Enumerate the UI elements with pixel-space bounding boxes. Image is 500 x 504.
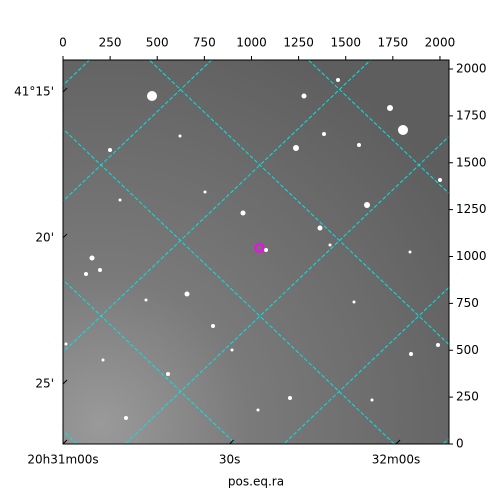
right-tick-label: 2000 (456, 62, 487, 76)
top-tick-label: 1750 (378, 36, 409, 50)
top-tick-label: 500 (146, 36, 169, 50)
right-tick-label: 250 (456, 390, 479, 404)
ra-tick (229, 439, 234, 445)
dec-tick (62, 379, 68, 385)
image-background (63, 60, 449, 444)
right-tick-label: 500 (456, 343, 479, 357)
dec-tick-label: 25' (35, 377, 54, 391)
x-axis-label: pos.eq.ra (228, 475, 284, 489)
stars (64, 78, 442, 420)
top-tick-label: 1000 (236, 36, 267, 50)
dec-tick (62, 233, 68, 239)
right-tick-label: 750 (456, 296, 479, 310)
right-tick-label: 1000 (456, 249, 487, 263)
top-tick-label: 250 (99, 36, 122, 50)
plot-frame (62, 59, 450, 445)
right-tick-label: 0 (456, 437, 464, 451)
top-tick-label: 2000 (425, 36, 456, 50)
right-tick-label: 1500 (456, 155, 487, 169)
right-tick-label: 1250 (456, 202, 487, 216)
ra-tick (62, 439, 68, 445)
dec-tick-label: 41°15' (14, 85, 54, 99)
dec-tick (62, 87, 68, 93)
top-tick-label: 1250 (283, 36, 314, 50)
ra-tick-label: 20h31m00s (27, 453, 98, 467)
top-tick-label: 1500 (330, 36, 361, 50)
top-tick-label: 750 (193, 36, 216, 50)
right-tick-label: 1750 (456, 108, 487, 122)
ra-tick-label: 32m00s (372, 453, 420, 467)
target-marker (254, 243, 265, 254)
dec-tick-label: 20' (35, 230, 54, 244)
ra-tick (395, 439, 401, 445)
ra-tick-label: 30s (219, 453, 241, 467)
top-tick-label: 0 (59, 36, 67, 50)
